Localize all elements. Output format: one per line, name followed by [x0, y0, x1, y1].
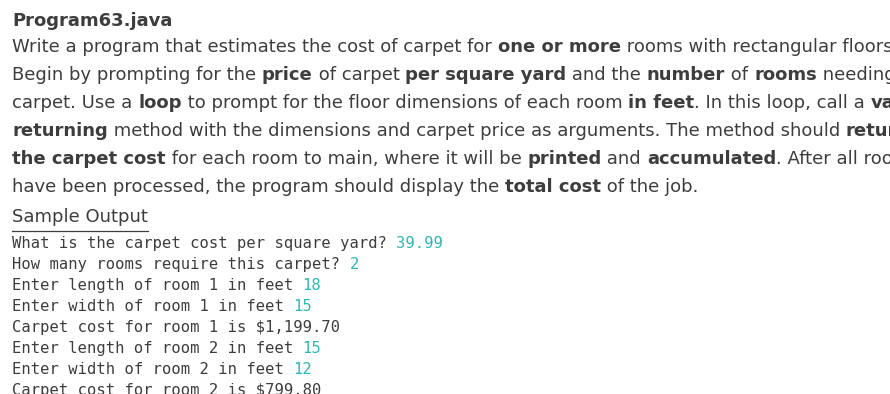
Text: carpet. Use a: carpet. Use a — [12, 94, 138, 112]
Text: Enter length of room 2 in feet: Enter length of room 2 in feet — [12, 341, 303, 356]
Text: the carpet cost: the carpet cost — [12, 150, 166, 168]
Text: Enter width of room 1 in feet: Enter width of room 1 in feet — [12, 299, 293, 314]
Text: return: return — [846, 122, 890, 140]
Text: printed: printed — [527, 150, 602, 168]
Text: Enter length of room 1 in feet: Enter length of room 1 in feet — [12, 278, 303, 293]
Text: loop: loop — [138, 94, 182, 112]
Text: rooms with rectangular floors.: rooms with rectangular floors. — [620, 38, 890, 56]
Text: and: and — [602, 150, 647, 168]
Text: one or more: one or more — [498, 38, 620, 56]
Text: method with the dimensions and carpet price as arguments. The method should: method with the dimensions and carpet pr… — [108, 122, 846, 140]
Text: . After all rooms: . After all rooms — [776, 150, 890, 168]
Text: Enter width of room 2 in feet: Enter width of room 2 in feet — [12, 362, 293, 377]
Text: of the job.: of the job. — [601, 178, 699, 196]
Text: needing this: needing this — [817, 66, 890, 84]
Text: 15: 15 — [293, 299, 312, 314]
Text: rooms: rooms — [754, 66, 817, 84]
Text: How many rooms require this carpet?: How many rooms require this carpet? — [12, 257, 350, 272]
Text: accumulated: accumulated — [647, 150, 776, 168]
Text: 39.99: 39.99 — [396, 236, 443, 251]
Text: returning: returning — [12, 122, 108, 140]
Text: . In this loop, call a: . In this loop, call a — [694, 94, 870, 112]
Text: total cost: total cost — [505, 178, 601, 196]
Text: in feet: in feet — [627, 94, 694, 112]
Text: What is the carpet cost per square yard?: What is the carpet cost per square yard? — [12, 236, 396, 251]
Text: and the: and the — [566, 66, 647, 84]
Text: Sample Output: Sample Output — [12, 208, 148, 226]
Text: of: of — [725, 66, 754, 84]
Text: price: price — [262, 66, 312, 84]
Text: 2: 2 — [350, 257, 359, 272]
Text: 18: 18 — [303, 278, 321, 293]
Text: Carpet cost for room 1 is $1,199.70: Carpet cost for room 1 is $1,199.70 — [12, 320, 340, 335]
Text: Begin by prompting for the: Begin by prompting for the — [12, 66, 262, 84]
Text: Write a program that estimates the cost of carpet for: Write a program that estimates the cost … — [12, 38, 498, 56]
Text: of carpet: of carpet — [312, 66, 405, 84]
Text: 15: 15 — [303, 341, 321, 356]
Text: have been processed, the program should display the: have been processed, the program should … — [12, 178, 505, 196]
Text: value-: value- — [870, 94, 890, 112]
Text: per square yard: per square yard — [405, 66, 566, 84]
Text: Program63.java: Program63.java — [12, 12, 173, 30]
Text: 12: 12 — [293, 362, 312, 377]
Text: for each room to main, where it will be: for each room to main, where it will be — [166, 150, 527, 168]
Text: number: number — [647, 66, 725, 84]
Text: to prompt for the floor dimensions of each room: to prompt for the floor dimensions of ea… — [182, 94, 627, 112]
Text: Carpet cost for room 2 is $799.80: Carpet cost for room 2 is $799.80 — [12, 383, 321, 394]
